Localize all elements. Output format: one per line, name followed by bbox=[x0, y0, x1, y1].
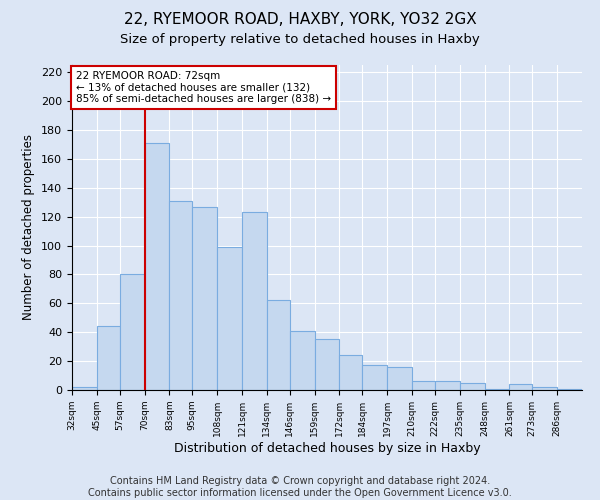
Text: 22, RYEMOOR ROAD, HAXBY, YORK, YO32 2GX: 22, RYEMOOR ROAD, HAXBY, YORK, YO32 2GX bbox=[124, 12, 476, 28]
Text: Contains HM Land Registry data © Crown copyright and database right 2024.
Contai: Contains HM Land Registry data © Crown c… bbox=[88, 476, 512, 498]
Bar bbox=[435, 382, 460, 390]
Bar bbox=[412, 382, 435, 390]
Bar bbox=[120, 274, 145, 390]
X-axis label: Distribution of detached houses by size in Haxby: Distribution of detached houses by size … bbox=[173, 442, 481, 454]
Bar bbox=[97, 326, 120, 390]
Bar bbox=[362, 366, 387, 390]
Text: Size of property relative to detached houses in Haxby: Size of property relative to detached ho… bbox=[120, 32, 480, 46]
Bar bbox=[242, 212, 267, 390]
Bar bbox=[267, 300, 290, 390]
Bar bbox=[290, 331, 314, 390]
Text: 22 RYEMOOR ROAD: 72sqm
← 13% of detached houses are smaller (132)
85% of semi-de: 22 RYEMOOR ROAD: 72sqm ← 13% of detached… bbox=[76, 71, 331, 104]
Bar bbox=[314, 340, 340, 390]
Bar bbox=[387, 367, 412, 390]
Y-axis label: Number of detached properties: Number of detached properties bbox=[22, 134, 35, 320]
Bar bbox=[340, 356, 362, 390]
Bar bbox=[169, 201, 193, 390]
Bar bbox=[193, 206, 217, 390]
Bar bbox=[485, 388, 509, 390]
Bar bbox=[460, 383, 485, 390]
Bar bbox=[557, 388, 582, 390]
Bar bbox=[145, 143, 169, 390]
Bar bbox=[532, 387, 557, 390]
Bar bbox=[509, 384, 532, 390]
Bar bbox=[72, 387, 97, 390]
Bar bbox=[217, 247, 242, 390]
